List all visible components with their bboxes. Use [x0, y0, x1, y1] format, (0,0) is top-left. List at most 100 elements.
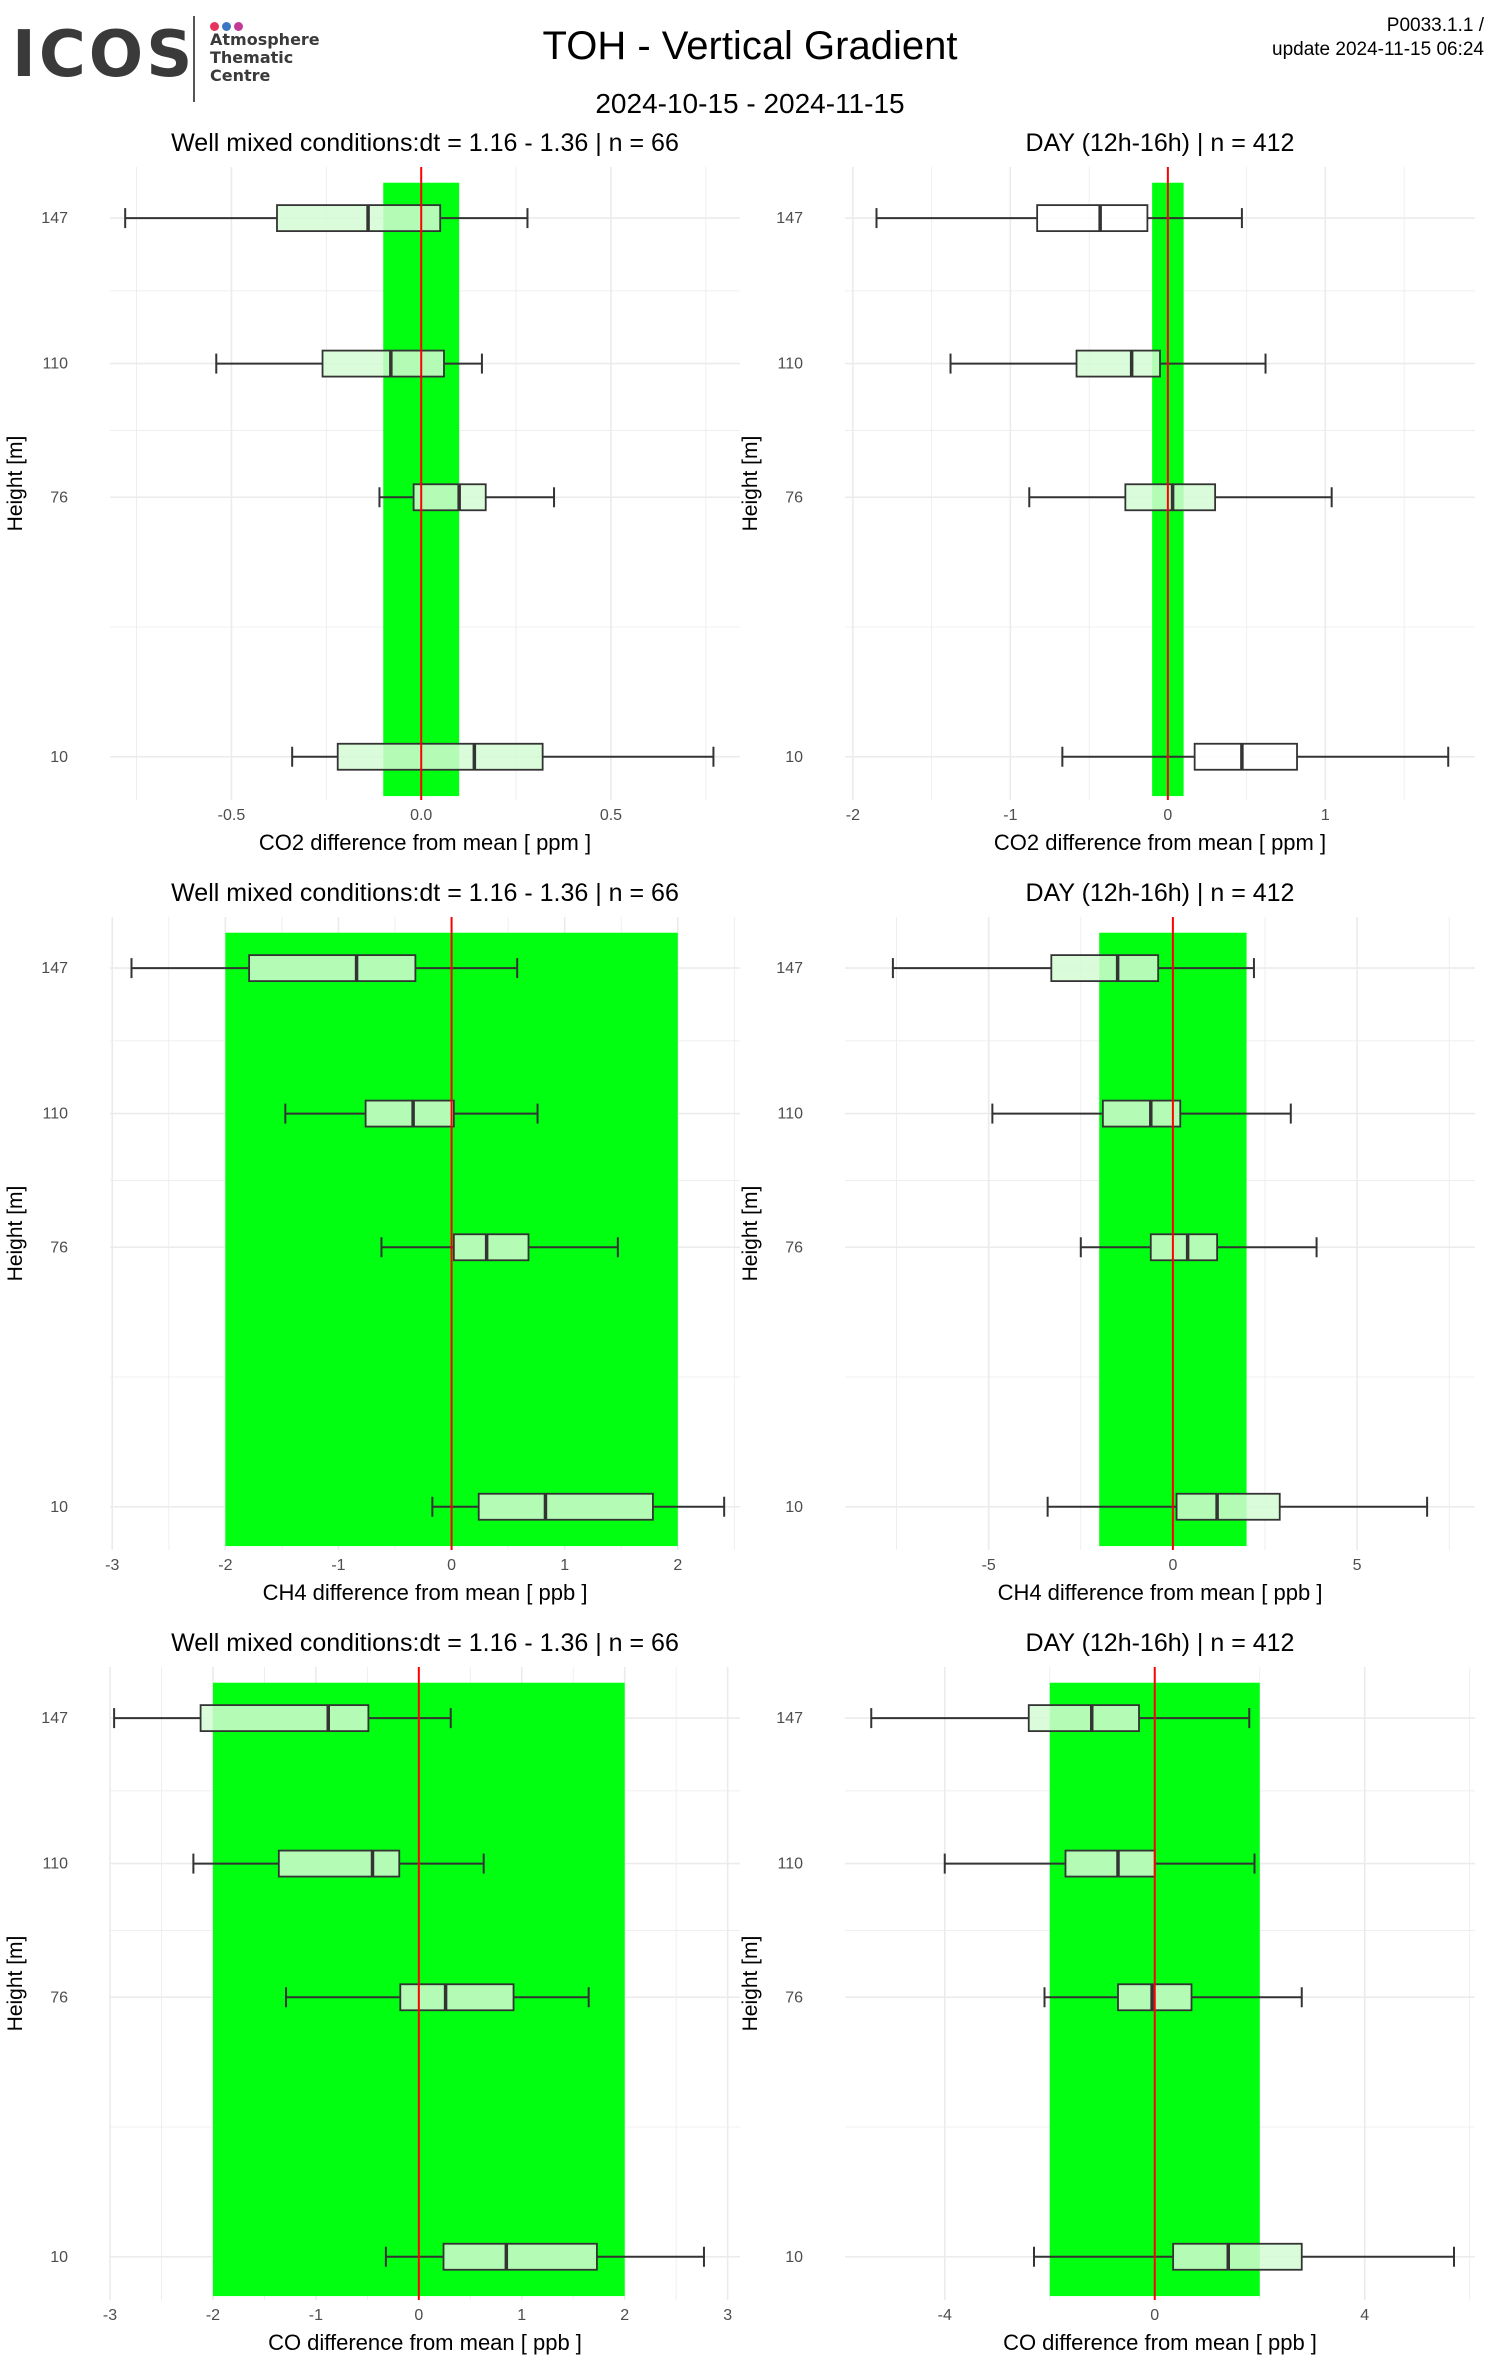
y-axis-label: Height [m] [739, 1936, 762, 2032]
box-iqr [1175, 1492, 1281, 1521]
box-iqr [1036, 204, 1149, 233]
y-tick-label: 147 [41, 1710, 68, 1727]
y-axis-label: Height [m] [739, 1186, 762, 1282]
x-tick-label: 0 [1150, 2307, 1159, 2324]
y-tick-label: 76 [785, 1989, 803, 2006]
y-axis-label: Height [m] [739, 436, 762, 532]
x-tick-label: 0 [1168, 1557, 1177, 1574]
update-timestamp: update 2024-11-15 06:24 [1272, 39, 1484, 60]
y-tick-label: 76 [785, 489, 803, 506]
box-iqr [1172, 2242, 1303, 2271]
panel-title: Well mixed conditions:dt = 1.16 - 1.36 |… [171, 1629, 679, 1657]
x-tick-label: 0 [447, 1557, 456, 1574]
report-header: ICOS Atmosphere Thematic Centre TOH - Ve… [0, 0, 1500, 130]
panel-title: DAY (12h-16h) | n = 412 [1026, 1629, 1295, 1657]
y-tick-label: 10 [50, 2249, 68, 2266]
y-tick-label: 76 [50, 1989, 68, 2006]
x-tick-label: 0 [1163, 807, 1172, 824]
icos-logo: ICOS [12, 18, 196, 92]
box-iqr [1064, 1849, 1156, 1878]
y-tick-label: 10 [785, 749, 803, 766]
logo-sub-line: Atmosphere [210, 30, 320, 49]
x-tick-label: 0.5 [600, 807, 622, 824]
logo-subtitle: Atmosphere Thematic Centre [210, 31, 320, 85]
box-iqr [412, 483, 487, 512]
x-tick-label: -1 [309, 2307, 323, 2324]
box-iqr [452, 1233, 530, 1262]
box-iqr [1193, 742, 1298, 771]
x-tick-label: -1 [331, 1557, 345, 1574]
x-tick-label: 1 [517, 2307, 526, 2324]
x-tick-label: -1 [1003, 807, 1017, 824]
box-iqr [1050, 954, 1160, 983]
x-tick-label: -2 [846, 807, 860, 824]
x-tick-label: -2 [218, 1557, 232, 1574]
x-axis-label: CO2 difference from mean [ ppm ] [994, 830, 1326, 855]
x-tick-label: -5 [982, 1557, 996, 1574]
box-iqr [399, 1983, 515, 2012]
y-tick-label: 10 [50, 749, 68, 766]
box-iqr [1149, 1233, 1219, 1262]
x-tick-label: 2 [673, 1557, 682, 1574]
x-tick-label: -4 [938, 2307, 952, 2324]
y-tick-label: 110 [42, 1106, 68, 1123]
x-tick-label: 0 [414, 2307, 423, 2324]
x-tick-label: -0.5 [218, 807, 246, 824]
panel-title: Well mixed conditions:dt = 1.16 - 1.36 |… [171, 879, 679, 907]
x-tick-label: 2 [620, 2307, 629, 2324]
y-tick-label: 76 [50, 1239, 68, 1256]
boxplot-panel-2: -2 -1 0 1 147 110 76 10 DAY (12h-16h) | n = 412 C… [739, 129, 1475, 855]
date-range: 2024-10-15 - 2024-11-15 [595, 88, 905, 119]
y-axis-label: Height [m] [4, 436, 27, 532]
panel-title: Well mixed conditions:dt = 1.16 - 1.36 |… [171, 129, 679, 157]
logo-sub-line: Centre [210, 66, 271, 85]
y-tick-label: 147 [776, 210, 803, 227]
x-tick-label: 5 [1353, 1557, 1362, 1574]
x-tick-label: 3 [723, 2307, 732, 2324]
boxplot-panel-3: -3 -2 -1 0 1 2 147 110 76 10 Well mixed conditions… [4, 879, 740, 1605]
box-iqr [1027, 1704, 1140, 1733]
version-info: P0033.1.1 / update 2024-11-15 06:24 [1272, 14, 1484, 62]
logo-dot [222, 22, 231, 31]
y-axis-label: Height [m] [4, 1936, 27, 2032]
version-label: P0033.1.1 / [1386, 15, 1484, 36]
y-axis-label: Height [m] [4, 1186, 27, 1282]
boxplot-panel-4: -5 0 5 147 110 76 10 DAY (12h-16h) | n = 412 CH4… [739, 879, 1475, 1605]
box-iqr [336, 742, 544, 771]
y-tick-label: 110 [42, 356, 68, 373]
logo-dot [234, 22, 243, 31]
box-iqr [1124, 483, 1217, 512]
x-tick-label: -2 [206, 2307, 220, 2324]
panel-title: DAY (12h-16h) | n = 412 [1026, 129, 1295, 157]
y-tick-label: 10 [785, 2249, 803, 2266]
boxplot-panel-1: -0.5 0.0 0.5 147 110 76 10 Well mixed condition… [4, 129, 740, 855]
x-axis-label: CH4 difference from mean [ ppb ] [998, 1580, 1323, 1605]
x-tick-label: -3 [105, 1557, 119, 1574]
y-tick-label: 110 [777, 1856, 803, 1873]
y-tick-label: 147 [41, 960, 68, 977]
box-iqr [1101, 1099, 1182, 1128]
x-tick-label: -3 [103, 2307, 117, 2324]
x-axis-label: CO difference from mean [ ppb ] [1003, 2330, 1317, 2355]
y-tick-label: 147 [776, 1710, 803, 1727]
y-tick-label: 110 [42, 1856, 68, 1873]
x-axis-label: CH4 difference from mean [ ppb ] [263, 1580, 588, 1605]
box-iqr [248, 954, 417, 983]
boxplot-panel-5: -3 -2 -1 0 1 2 3 147 110 76 10 Well mixed condition… [4, 1629, 740, 2355]
logo-sub-line: Thematic [210, 48, 294, 67]
y-tick-label: 147 [41, 210, 68, 227]
y-tick-label: 76 [50, 489, 68, 506]
boxplot-panel-6: -4 0 4 147 110 76 10 DAY (12h-16h) | n = 412 CO … [739, 1629, 1475, 2355]
panel-title: DAY (12h-16h) | n = 412 [1026, 879, 1295, 907]
box-iqr [1075, 349, 1161, 378]
x-tick-label: 0.0 [410, 807, 432, 824]
x-tick-label: 1 [560, 1557, 569, 1574]
y-tick-label: 10 [785, 1499, 803, 1516]
y-tick-label: 147 [776, 960, 803, 977]
x-tick-label: 4 [1360, 2307, 1369, 2324]
box-iqr [277, 1849, 401, 1878]
page-title: TOH - Vertical Gradient [542, 24, 958, 68]
box-iqr [276, 204, 442, 233]
box-iqr [364, 1099, 455, 1128]
